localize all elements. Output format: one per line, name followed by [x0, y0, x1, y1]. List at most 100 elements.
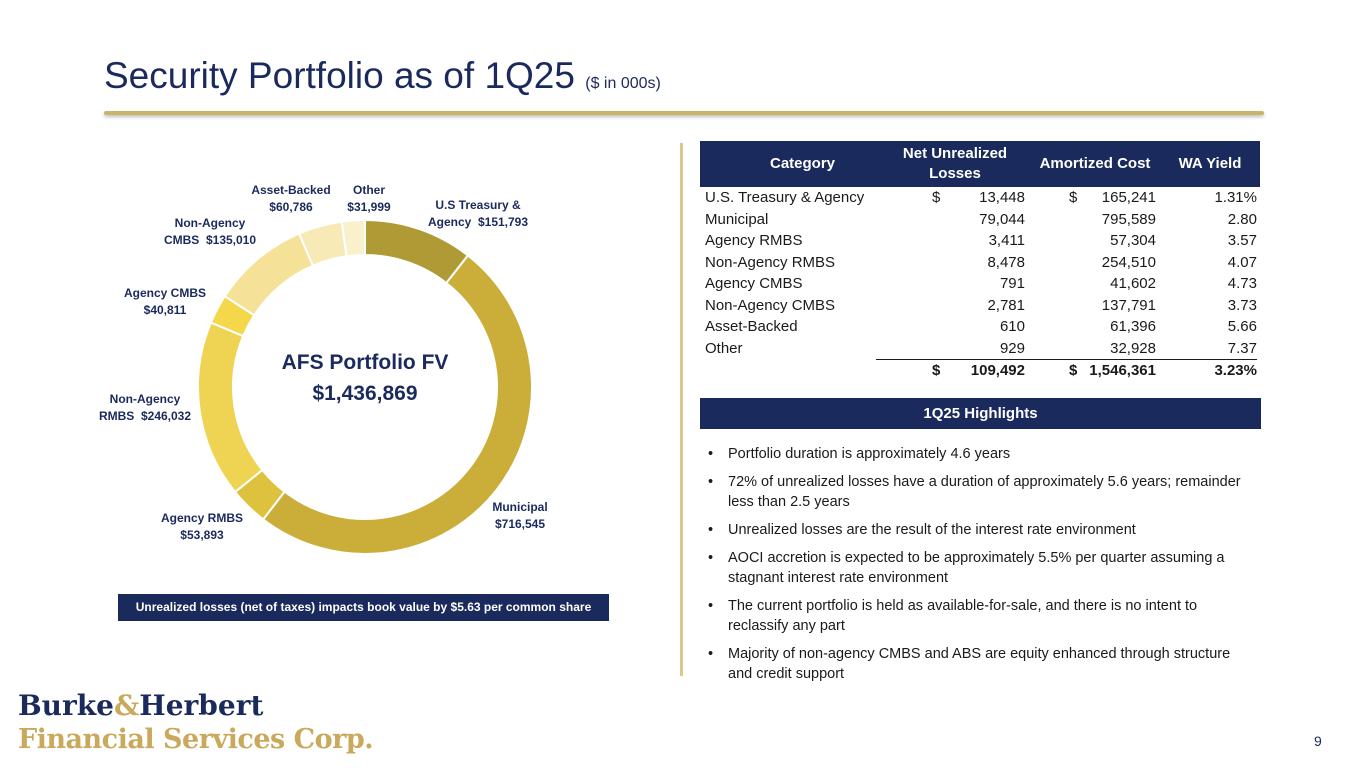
col-header-wa-yield: WA Yield: [1178, 155, 1242, 172]
highlight-text: Unrealized losses are the result of the …: [728, 522, 1136, 538]
donut-slice-municipal: [261, 254, 533, 555]
bullet-icon: •: [708, 474, 714, 490]
cell-net-unrealized-losses: 13,448: [979, 189, 1025, 206]
donut-slice-label: Municipal $716,545: [492, 500, 547, 531]
cell-wa-yield: 7.37: [1227, 339, 1257, 357]
cell-net-unrealized-losses: 929: [999, 339, 1025, 357]
logo-burke: Burke: [18, 689, 114, 722]
highlights-header: 1Q25 Highlights: [700, 398, 1261, 429]
donut-slices: [197, 218, 533, 555]
list-item: • The current portfolio is held as availa…: [708, 596, 1253, 636]
donut-slice-labels: U.S Treasury & Agency $151,793 Municipal $7…: [99, 183, 548, 542]
donut-center-title: AFS Portfolio FV: [282, 351, 449, 374]
table-row: Non-Agency CMBS 2,781 137,791 3.73: [700, 295, 1260, 317]
cell-net-unrealized-losses: 2,781: [987, 296, 1025, 314]
bullet-icon: •: [708, 646, 714, 662]
table-total-row: $ 109,492 $ 1,546,361 3.23%: [876, 359, 1257, 382]
bullet-icon: •: [708, 550, 714, 566]
cell-category: Non-Agency CMBS: [705, 296, 836, 314]
list-item: • AOCI accretion is expected to be approx…: [708, 548, 1253, 588]
unrealized-loss-impact-banner: Unrealized losses (net of taxes) impacts…: [118, 594, 609, 621]
cell-wa-yield: 5.66: [1227, 318, 1257, 335]
logo-ampersand: &: [114, 689, 140, 722]
highlight-text: The current portfolio is held as availab…: [728, 598, 1198, 634]
page-subtitle: ($ in 000s): [585, 75, 661, 92]
highlight-text: Portfolio duration is approximately 4.6 …: [728, 446, 1011, 462]
vertical-divider: [680, 143, 683, 676]
donut-slice-label: Agency CMBS $40,811: [124, 286, 206, 317]
cell-net-unrealized-losses: 8,478: [987, 253, 1025, 271]
table-header: Category Net Unrealized Losses Amortized…: [700, 141, 1260, 187]
list-item: • Majority of non-agency CMBS and ABS are…: [708, 644, 1253, 684]
cell-amortized-cost: 254,510: [1101, 253, 1156, 271]
afs-portfolio-donut-chart: U.S Treasury & Agency $151,793 Municipal $7…: [99, 183, 548, 555]
cell-net-unrealized-losses: 610: [999, 318, 1025, 335]
table-row: Non-Agency RMBS 8,478 254,510 4.07: [700, 252, 1260, 274]
cell-amortized-cost: 137,791: [1101, 296, 1156, 314]
bullet-icon: •: [708, 522, 714, 538]
table-row: Other 929 32,928 7.37: [700, 338, 1260, 360]
col-header-amortized-cost: Amortized Cost: [1039, 155, 1151, 172]
bullet-icon: •: [708, 446, 714, 462]
total-amortized-cost: 1,546,361: [1089, 362, 1156, 379]
page-title-text: Security Portfolio as of 1Q25: [104, 55, 575, 96]
donut-slice-label: Agency RMBS $53,893: [161, 511, 243, 542]
table-row: Agency CMBS 791 41,602 4.73: [700, 273, 1260, 295]
table-row: Asset-Backed 610 61,396 5.66: [700, 316, 1260, 338]
table-row: U.S. Treasury & Agency $ 13,448 $ 165,24…: [700, 187, 1260, 209]
total-net-unrealized-losses: 109,492: [970, 362, 1025, 379]
cell-category: Non-Agency RMBS: [705, 253, 836, 271]
cell-amortized-cost: 41,602: [1110, 275, 1156, 292]
cell-category: Agency CMBS: [705, 275, 803, 292]
col-header-net-unrealized-losses: Net Unrealized Losses: [880, 141, 1030, 187]
cell-amortized-cost: 795,589: [1101, 210, 1156, 228]
donut-slice-label: Other $31,999: [347, 183, 391, 214]
table-row: Agency RMBS 3,411 57,304 3.57: [700, 230, 1260, 252]
cell-wa-yield: 3.73: [1227, 296, 1257, 314]
highlight-text: Majority of non-agency CMBS and ABS are …: [728, 646, 1231, 682]
donut-slice-label: Non-Agency RMBS $246,032: [99, 392, 191, 423]
cell-amortized-cost: 32,928: [1110, 339, 1156, 357]
cell-category: Agency RMBS: [705, 232, 803, 249]
list-item: • 72% of unrealized losses have a duratio…: [708, 472, 1253, 512]
cell-dollar: $: [1069, 189, 1078, 206]
cell-wa-yield: 2.80: [1227, 210, 1257, 228]
cell-amortized-cost: 165,241: [1101, 189, 1156, 206]
logo-line2: Financial Services Corp.: [18, 724, 374, 755]
logo-herbert: Herbert: [139, 689, 264, 722]
cell-net-unrealized-losses: 3,411: [988, 232, 1025, 249]
donut-slice-label: U.S Treasury & Agency $151,793: [428, 198, 528, 229]
logo-line1: Burke&Herbert: [18, 689, 373, 723]
cell-category: Municipal: [705, 210, 769, 228]
list-item: • Unrealized losses are the result of the…: [708, 520, 1253, 540]
highlight-text: AOCI accretion is expected to be approxi…: [728, 550, 1225, 586]
cell-amortized-cost: 61,396: [1110, 318, 1156, 335]
col-header-category: Category: [769, 155, 836, 172]
col-header-nul-line2: Losses: [929, 165, 981, 182]
page-title: Security Portfolio as of 1Q25 ($ in 000s…: [104, 55, 661, 97]
cell-dollar: $: [932, 189, 941, 206]
cell-net-unrealized-losses: 79,044: [979, 210, 1025, 228]
donut-slice-label: Non-Agency CMBS $135,010: [164, 216, 256, 247]
bullet-icon: •: [708, 598, 714, 614]
cell-net-unrealized-losses: 791: [999, 275, 1025, 292]
company-logo: Burke&Herbert Financial Services Corp.: [18, 689, 374, 757]
table-row: Municipal 79,044 795,589 2.80: [700, 209, 1260, 231]
cell-amortized-cost: 57,304: [1110, 232, 1156, 249]
cell-wa-yield: 4.73: [1227, 275, 1257, 292]
donut-slice-label: Asset-Backed $60,786: [251, 183, 330, 214]
donut-slice-non-agency-rmbs: [197, 321, 264, 494]
cell-category: Other: [705, 339, 743, 357]
cell-category: U.S. Treasury & Agency: [705, 189, 865, 206]
total-wa-yield: 3.23%: [1214, 362, 1257, 379]
highlights-list: • Portfolio duration is approximately 4.6…: [708, 444, 1253, 692]
total-dollar: $: [1069, 362, 1078, 379]
cell-wa-yield: 4.07: [1227, 253, 1257, 271]
title-underline: [104, 111, 1264, 115]
cell-category: Asset-Backed: [705, 318, 798, 335]
cell-wa-yield: 1.31%: [1214, 189, 1257, 206]
portfolio-table: U.S. Treasury & Agency $ 13,448 $ 165,24…: [700, 187, 1260, 382]
list-item: • Portfolio duration is approximately 4.6…: [708, 444, 1253, 464]
col-header-nul-line1: Net Unrealized: [902, 145, 1008, 162]
total-dollar: $: [932, 362, 941, 379]
